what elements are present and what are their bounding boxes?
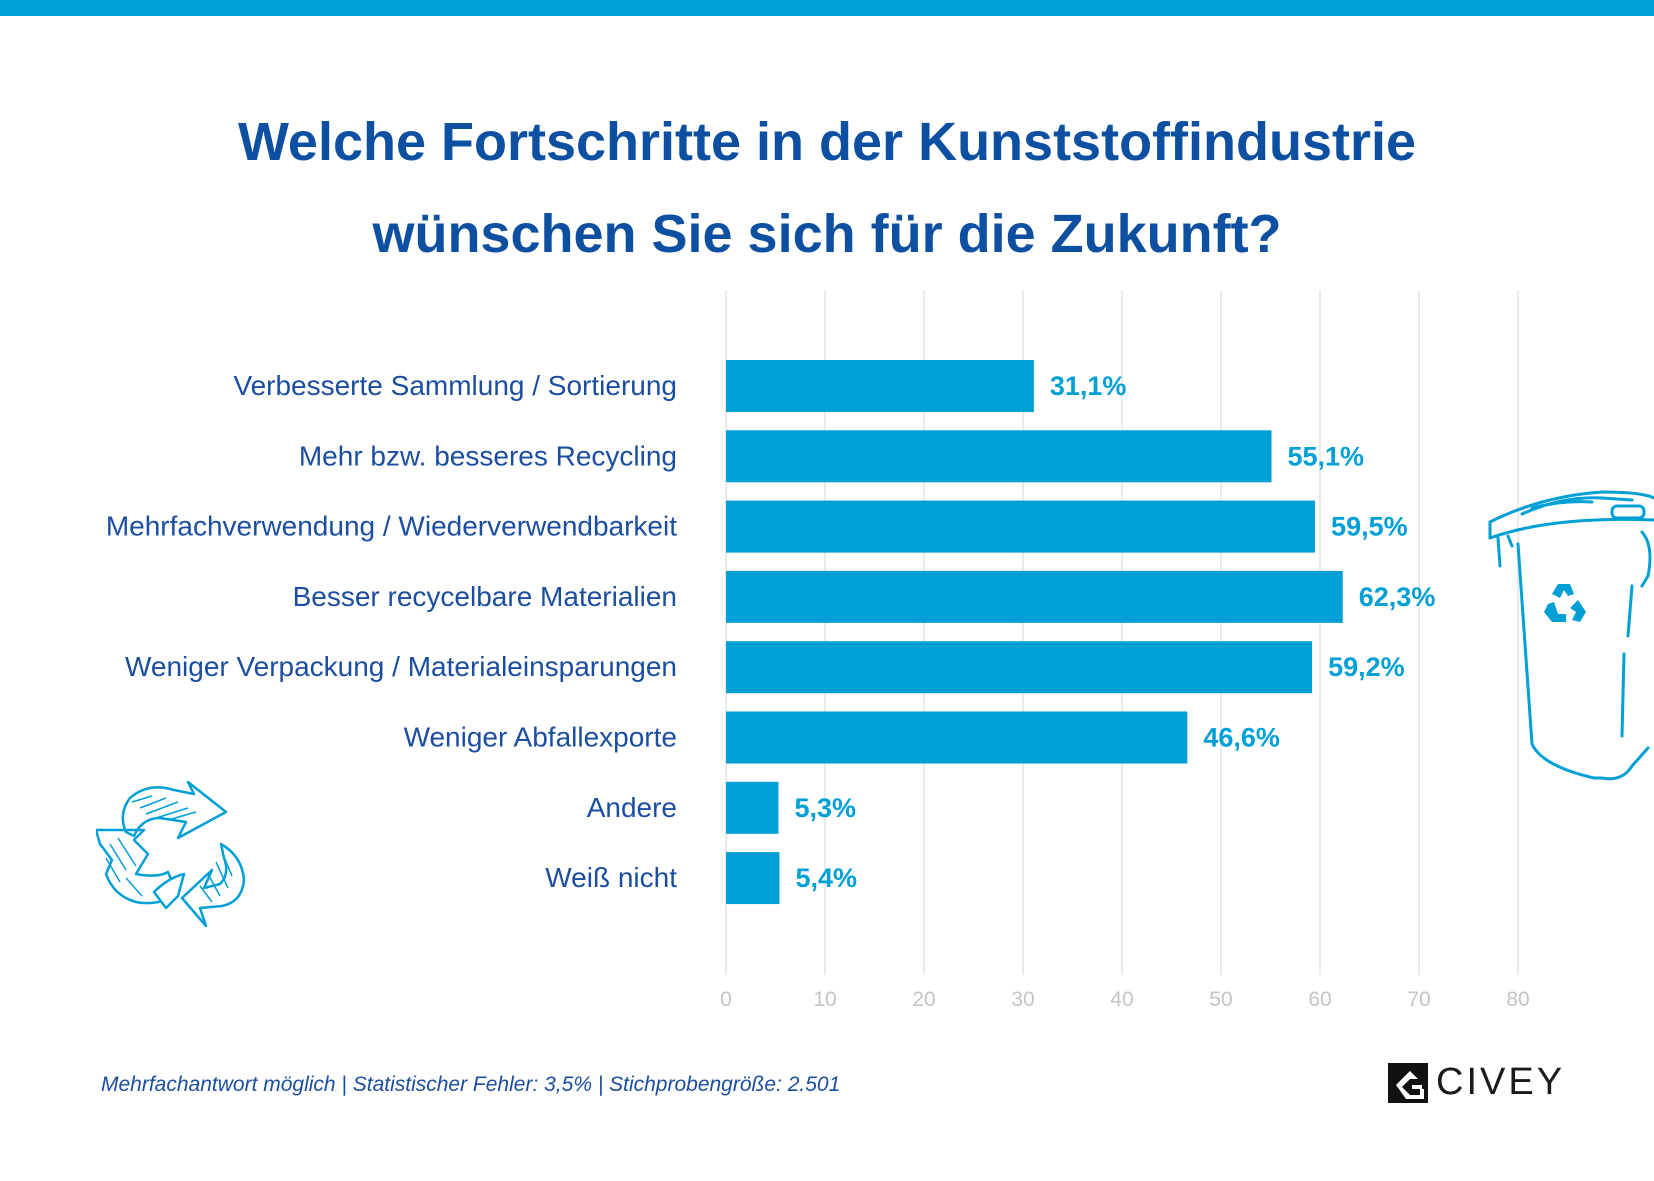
- bar: [726, 430, 1272, 483]
- recycle-arrows-icon: [96, 780, 246, 928]
- value-label: 62,3%: [1359, 582, 1436, 612]
- footnote: Mehrfachantwort möglich | Statistischer …: [101, 1073, 841, 1096]
- category-label: Mehrfachverwendung / Wiederverwendbarkei…: [106, 511, 677, 542]
- x-tick-label: 20: [912, 988, 935, 1011]
- bar: [726, 641, 1313, 694]
- x-axis-ticks: 0 10 20 30 40 50 60 70 80: [720, 988, 1530, 1011]
- category-label: Mehr bzw. besseres Recycling: [299, 440, 677, 471]
- value-label: 55,1%: [1287, 441, 1364, 471]
- chart-title-line-1: Welche Fortschritte in der Kunststoffind…: [237, 112, 1417, 172]
- bar: [726, 711, 1188, 764]
- chart-title: Welche Fortschritte in der Kunststoffind…: [0, 96, 1654, 280]
- x-tick-label: 70: [1407, 988, 1430, 1011]
- value-label: 59,2%: [1328, 652, 1405, 682]
- bar: [726, 500, 1316, 553]
- civey-logo: CIVEY: [1388, 1060, 1562, 1104]
- top-accent-bar: [0, 0, 1654, 16]
- value-label: 5,4%: [795, 863, 857, 893]
- x-tick-label: 50: [1209, 988, 1232, 1011]
- x-tick-label: 40: [1110, 988, 1133, 1011]
- logo-text: CIVEY: [1436, 1061, 1566, 1103]
- category-label: Andere: [587, 792, 677, 823]
- bar: [726, 852, 780, 905]
- x-tick-label: 10: [813, 988, 836, 1011]
- category-labels: Verbesserte Sammlung / Sortierung Mehr bz…: [106, 370, 677, 893]
- civey-logo-icon: [1388, 1063, 1428, 1103]
- value-label: 46,6%: [1203, 723, 1280, 753]
- x-tick-label: 30: [1011, 988, 1034, 1011]
- bar: [726, 360, 1034, 412]
- chart-title-line-2: wünschen Sie sich für die Zukunft?: [372, 204, 1282, 264]
- x-tick-label: 60: [1308, 988, 1331, 1011]
- category-label: Verbesserte Sammlung / Sortierung: [233, 370, 677, 401]
- bar: [726, 570, 1343, 623]
- recycling-bin-icon: [1488, 490, 1654, 781]
- value-label: 59,5%: [1331, 512, 1408, 542]
- category-label: Weniger Verpackung / Materialeinsparunge…: [125, 651, 677, 682]
- category-label: Weiß nicht: [545, 862, 677, 893]
- x-tick-label: 0: [720, 988, 732, 1011]
- category-label: Weniger Abfallexporte: [404, 722, 677, 753]
- value-labels: 31,1% 55,1% 59,5% 62,3% 59,2% 46,6% 5,3% 5,4%: [794, 371, 1435, 893]
- value-label: 5,3%: [794, 793, 856, 823]
- bar: [726, 781, 779, 834]
- value-label: 31,1%: [1050, 371, 1127, 401]
- bars: [726, 360, 1343, 905]
- category-label: Besser recycelbare Materialien: [293, 581, 677, 612]
- x-tick-label: 80: [1506, 988, 1529, 1011]
